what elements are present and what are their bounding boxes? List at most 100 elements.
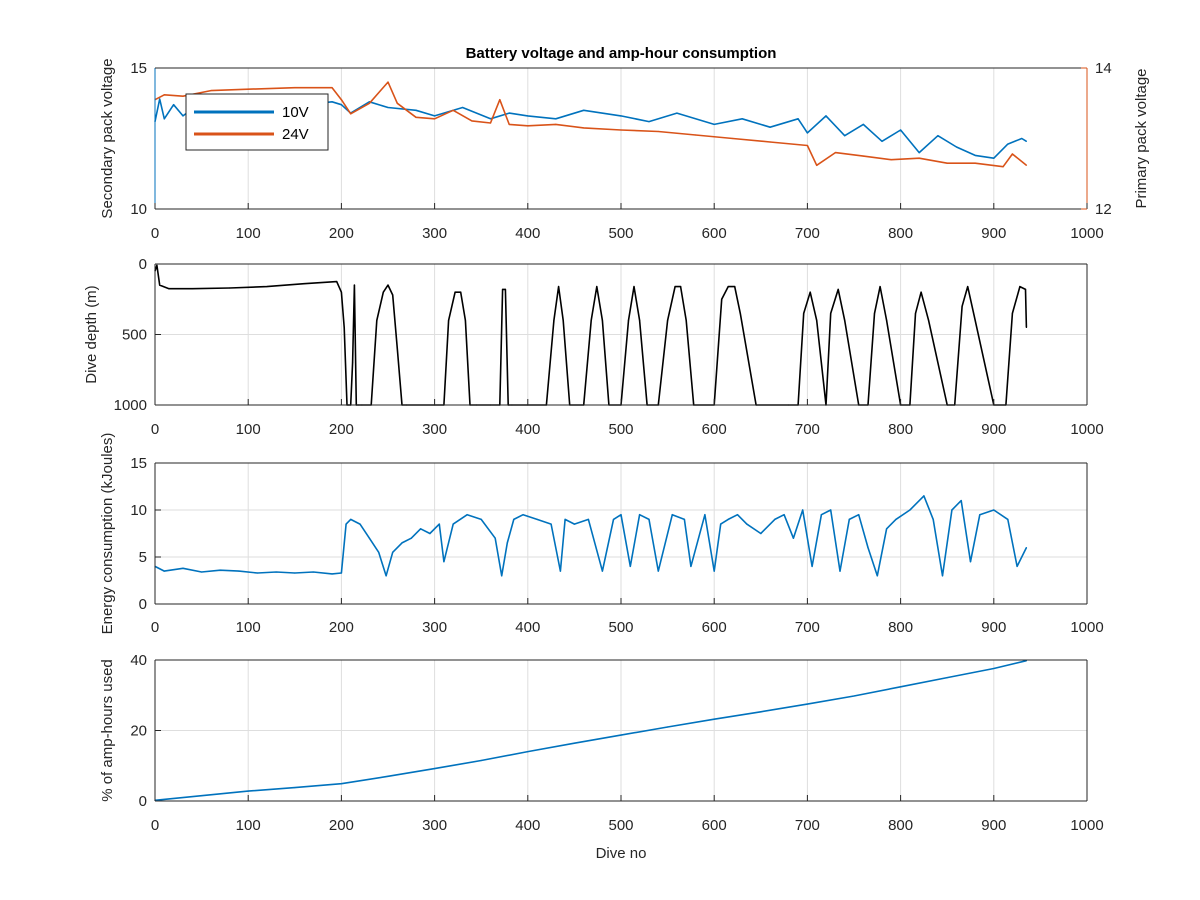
data-point xyxy=(932,518,934,521)
data-point xyxy=(536,518,538,521)
data-point xyxy=(601,319,603,321)
data-point xyxy=(620,514,622,516)
data-point xyxy=(620,115,622,117)
data-point xyxy=(732,137,734,140)
data-point xyxy=(879,285,881,288)
data-point xyxy=(806,132,809,134)
data-point xyxy=(612,518,615,521)
data-point xyxy=(415,109,417,111)
data-point xyxy=(410,537,412,539)
data-point xyxy=(351,362,354,364)
data-point xyxy=(727,285,729,288)
data-point xyxy=(639,514,641,516)
data-point xyxy=(163,94,165,96)
data-point xyxy=(555,123,557,125)
data-point xyxy=(201,571,203,573)
data-point xyxy=(979,514,981,516)
data-point xyxy=(886,319,888,321)
data-point xyxy=(1024,288,1027,290)
data-point xyxy=(834,152,836,154)
x-axis-label: Dive no xyxy=(596,845,647,862)
data-point xyxy=(438,523,440,525)
data-point xyxy=(303,283,305,285)
data-point xyxy=(993,509,995,511)
data-point xyxy=(387,81,389,83)
data-point xyxy=(736,514,739,516)
data-point xyxy=(501,575,503,577)
data-point xyxy=(993,667,995,670)
x-tick-label: 0 xyxy=(151,817,159,834)
data-point xyxy=(489,118,492,120)
data-point xyxy=(343,326,345,329)
x-tick-label: 700 xyxy=(795,421,820,438)
data-point xyxy=(627,319,630,321)
data-point xyxy=(368,537,370,539)
data-point xyxy=(862,155,864,157)
data-point xyxy=(792,537,795,539)
x-tick-label: 500 xyxy=(608,619,633,636)
data-point xyxy=(340,572,342,574)
data-point xyxy=(508,112,510,114)
data-point xyxy=(946,677,948,679)
y-tick-label: 5 xyxy=(139,549,147,566)
data-point xyxy=(601,570,603,572)
data-point xyxy=(676,112,678,114)
data-point xyxy=(941,575,944,577)
data-point xyxy=(873,312,876,314)
series-line-energy-0 xyxy=(154,495,1028,577)
x-tick-label: 300 xyxy=(422,421,447,438)
x-tick-label: 100 xyxy=(236,619,261,636)
data-point xyxy=(452,523,454,525)
data-point xyxy=(721,298,723,300)
figure-title: Battery voltage and amp-hour consumption xyxy=(466,45,777,62)
data-point xyxy=(340,783,342,785)
data-point xyxy=(746,523,748,525)
axes-depth: 0 100 200 300 400 500 600 700 800 900 100005001000… xyxy=(83,256,1104,438)
data-point xyxy=(396,348,398,350)
data-point xyxy=(734,285,736,288)
data-point xyxy=(452,109,454,111)
x-tick-label: 1000 xyxy=(1070,225,1103,242)
data-point xyxy=(629,565,631,568)
x-tick-label: 1000 xyxy=(1070,421,1103,438)
data-point xyxy=(583,127,585,129)
data-point xyxy=(895,518,897,521)
x-tick-label: 400 xyxy=(515,619,540,636)
data-point xyxy=(350,518,352,521)
data-point xyxy=(694,134,697,136)
x-tick-label: 300 xyxy=(422,619,447,636)
data-point xyxy=(806,703,809,705)
data-point xyxy=(993,157,995,159)
data-point xyxy=(648,518,650,521)
y-axis-label: Energy consumption (kJoules) xyxy=(99,433,116,635)
data-point xyxy=(434,767,436,770)
data-point xyxy=(923,495,925,497)
data-point xyxy=(494,537,496,539)
data-point xyxy=(937,135,939,137)
data-point xyxy=(392,294,394,296)
x-tick-label: 900 xyxy=(981,817,1006,834)
data-point xyxy=(803,312,805,314)
data-point xyxy=(862,123,864,125)
data-point xyxy=(1007,518,1009,521)
data-point xyxy=(429,532,431,535)
x-tick-label: 0 xyxy=(151,225,159,242)
x-tick-label: 500 xyxy=(608,421,633,438)
data-point xyxy=(639,319,641,321)
data-point xyxy=(387,775,389,777)
x-tick-label: 500 xyxy=(608,225,633,242)
data-point xyxy=(527,115,529,117)
y-right-tick-label: 14 xyxy=(1095,60,1112,77)
data-point xyxy=(336,281,338,283)
data-point xyxy=(955,146,958,148)
data-point xyxy=(489,122,492,124)
y-tick-label: 0 xyxy=(139,596,147,613)
data-point xyxy=(727,518,729,521)
data-point xyxy=(1019,285,1021,288)
data-point xyxy=(914,312,917,314)
data-point xyxy=(839,570,841,572)
x-tick-label: 200 xyxy=(329,817,354,834)
y-tick-label: 20 xyxy=(130,723,147,740)
data-point xyxy=(345,523,347,525)
data-point xyxy=(769,141,771,143)
